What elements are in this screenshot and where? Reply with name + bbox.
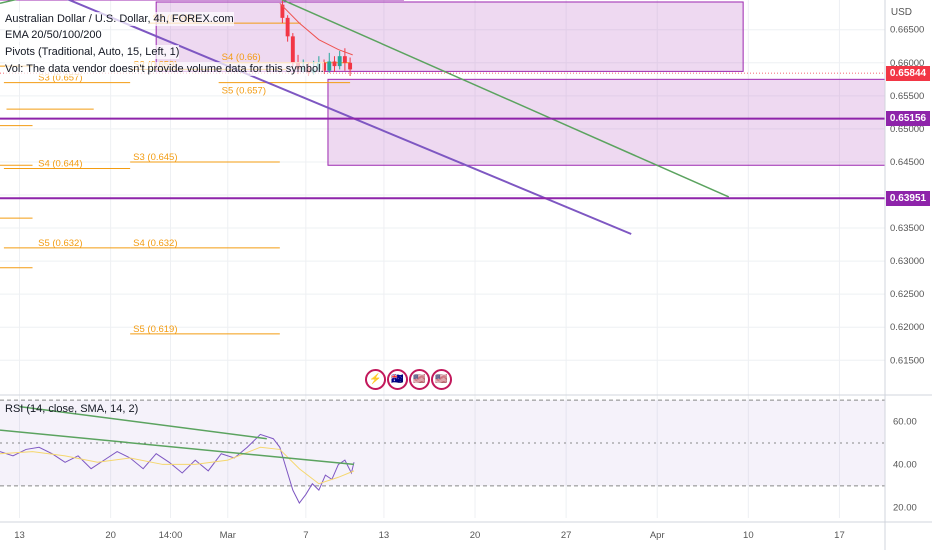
rsi-indicator-label[interactable]: RSI (14, close, SMA, 14, 2) [5,403,139,415]
rsi-tick-label: 40.00 [893,459,917,470]
time-tick-label: 13 [379,530,390,541]
lightning-icon[interactable]: ⚡ [365,369,386,390]
time-tick-label: 10 [743,530,754,541]
candle-body [348,62,353,70]
pivot-label: S5 (0.619) [133,324,177,335]
time-tick-label: 20 [470,530,481,541]
price-tick-label: 0.65000 [890,124,924,135]
rsi-trendline [19,405,267,440]
pivot-label: S5 (0.632) [38,238,82,249]
candle-body [290,36,295,63]
price-tick-label: 0.66500 [890,25,924,36]
rsi-pane [0,394,932,504]
us-flag-icon[interactable]: 🇺🇸 [431,369,452,390]
us-flag-icon[interactable]: 🇺🇸 [409,369,430,390]
candle-body [332,61,337,67]
volume-indicator-label[interactable]: Vol: The data vendor doesn't provide vol… [5,62,324,76]
time-tick-label: 27 [561,530,572,541]
price-tag: 0.65844 [886,65,930,81]
time-tick-label: 17 [834,530,845,541]
rsi-band [0,400,885,486]
price-tick-label: 0.66000 [890,58,924,69]
price-tick-label: 0.62500 [890,289,924,300]
ema-indicator-label[interactable]: EMA 20/50/100/200 [5,28,102,42]
supply-zone [155,1,744,72]
price-tick-label: 0.64500 [890,157,924,168]
trendline-purple [66,0,632,235]
rsi-sma-line [0,446,355,485]
time-tick-label: 20 [105,530,116,541]
candle-body [322,62,327,71]
pivot-label: S5 (0.657) [222,86,266,97]
currency-label: USD [890,7,912,18]
candle-body [327,61,332,71]
time-tick-label: Mar [220,530,236,541]
supply-zones [0,0,886,166]
time-tick-label: 14:00 [159,530,183,541]
rsi-tick-label: 20.00 [893,502,917,513]
supply-zone [327,78,886,166]
price-tick-label: 0.63000 [890,256,924,267]
au-flag-icon[interactable]: 🇦🇺 [387,369,408,390]
candle-body [285,17,290,37]
price-tag: 0.63951 [886,190,930,206]
ema-line [279,2,353,56]
candle-body [342,56,347,63]
pivot-label: S3 (0.645) [133,152,177,163]
grid [0,0,885,518]
trendlines [0,0,730,235]
time-tick-label: 13 [14,530,25,541]
time-tick-label: 7 [303,530,308,541]
pivot-label: S4 (0.644) [38,159,82,170]
time-tick-label: Apr [650,530,665,541]
rsi-trendline [0,429,355,466]
candle-body [337,56,342,67]
candle-body [280,4,285,18]
price-tick-label: 0.62000 [890,322,924,333]
pivot-label: S3 (0.657) [38,73,82,84]
price-tick-label: 0.63500 [890,223,924,234]
pivot-label: S4 (0.66) [222,52,261,63]
trendline-green [280,0,730,198]
symbol-title: Australian Dollar / U.S. Dollar, 4h, FOR… [5,12,234,26]
pivots-indicator-label[interactable]: Pivots (Traditional, Auto, 15, Left, 1) [5,45,180,59]
price-tick-label: 0.65500 [890,91,924,102]
pivot-label: S4 (0.632) [133,238,177,249]
price-tag: 0.65156 [886,111,930,127]
rsi-tick-label: 60.00 [893,417,917,428]
price-tick-label: 0.61500 [890,355,924,366]
